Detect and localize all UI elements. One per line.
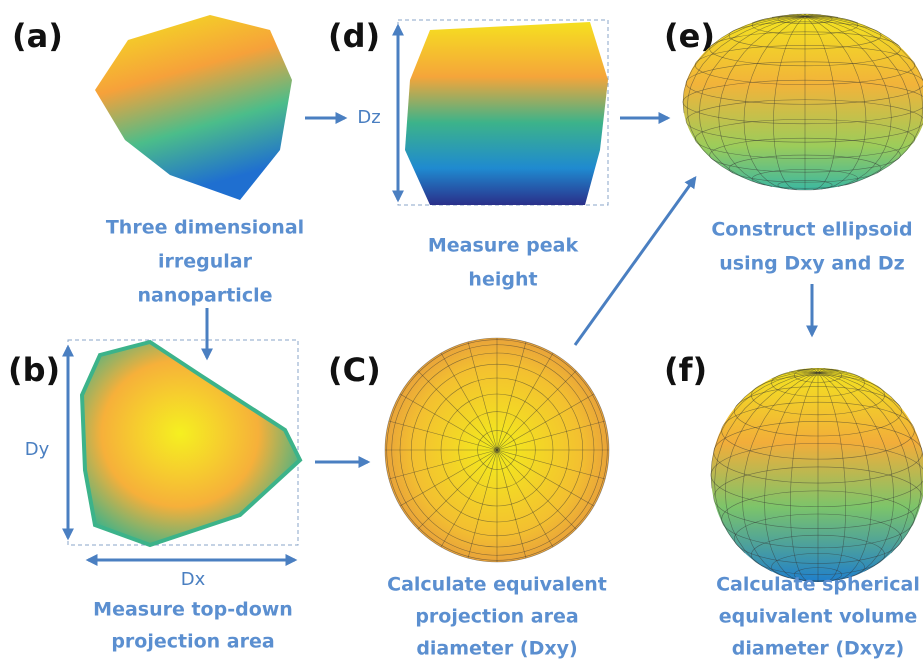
caption: Three dimensional: [106, 217, 304, 239]
particle-shape: [95, 15, 292, 200]
caption: Construct ellipsoid: [711, 219, 912, 241]
projection-shape: [82, 342, 300, 545]
caption: equivalent volume: [719, 606, 918, 628]
panel-label: (C): [328, 351, 381, 389]
caption: projection area: [415, 606, 578, 628]
caption: projection area: [111, 631, 274, 653]
caption: Measure top-down: [93, 599, 293, 621]
particle-side-view: [405, 22, 608, 205]
projection-circle: [385, 338, 609, 562]
caption: height: [468, 269, 537, 291]
panel-label: (f): [664, 351, 707, 389]
dimension-label: Dx: [181, 569, 206, 590]
flow-arrow: [575, 178, 695, 345]
caption: nanoparticle: [138, 285, 273, 307]
caption: Measure peak: [428, 235, 579, 257]
figure: (a) Three dimensional irregular nanopart…: [0, 0, 923, 665]
dimension-label: Dz: [357, 107, 380, 128]
panel-label: (a): [12, 17, 63, 55]
caption: Calculate equivalent: [387, 574, 607, 596]
ellipsoid: [683, 14, 923, 190]
caption: using Dxy and Dz: [719, 253, 905, 275]
dimension-label: Dy: [25, 439, 50, 460]
caption: Calculate spherical: [716, 574, 920, 596]
caption: diameter (Dxy): [416, 638, 577, 660]
caption: diameter (Dxyz): [732, 638, 904, 660]
caption: irregular: [158, 251, 253, 273]
panel-label: (d): [328, 17, 380, 55]
panel-label: (b): [8, 351, 60, 389]
sphere: [711, 368, 923, 582]
